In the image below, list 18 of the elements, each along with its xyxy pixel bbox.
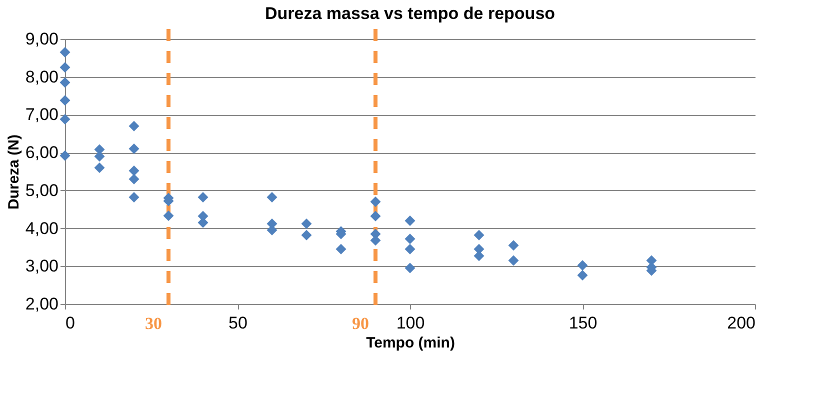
ref-line-label: 30 <box>145 314 162 333</box>
y-tick-label: 2,00 <box>25 294 58 314</box>
ref-line-label: 90 <box>352 314 369 333</box>
y-tick-label: 3,00 <box>25 256 58 276</box>
x-tick-label: 50 <box>228 314 248 332</box>
x-tick-label: 100 <box>396 314 425 332</box>
x-tick-label: 200 <box>727 314 756 332</box>
y-axis-title: Dureza (N) <box>5 134 22 210</box>
x-axis-title: Tempo (min) <box>366 334 455 352</box>
chart-title: Dureza massa vs tempo de repouso <box>264 4 556 23</box>
y-tick-label: 9,00 <box>25 30 58 48</box>
y-tick-label: 4,00 <box>25 218 58 238</box>
x-tick-label: 150 <box>568 314 598 332</box>
y-tick-label: 6,00 <box>25 143 58 162</box>
y-tick-label: 5,00 <box>25 180 58 200</box>
y-tick-label: 7,00 <box>25 105 58 124</box>
y-tick-label: 8,00 <box>25 67 58 86</box>
x-tick-label: 0 <box>66 314 75 332</box>
